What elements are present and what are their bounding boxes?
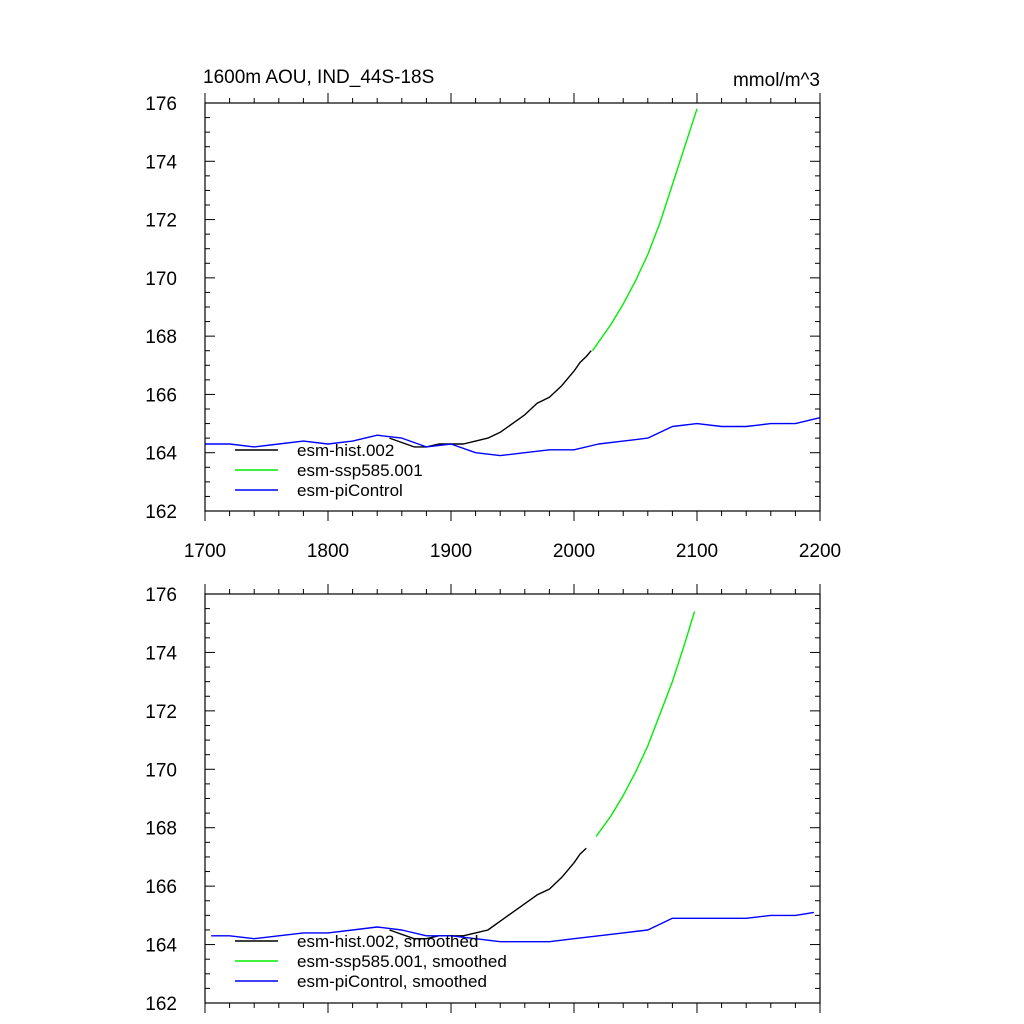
top-panel-y-tick-labels: 162 164 166 168 170 172 174 176	[145, 94, 177, 523]
x-tick-label: 1700	[184, 541, 226, 562]
bottom-panel: 162 164 166 168 170 172 174 176 esm-hist.002, s…	[145, 584, 821, 1015]
y-tick-label: 170	[145, 269, 177, 290]
legend-label-0: esm-hist.002, smoothed	[297, 932, 478, 951]
legend-label-1: esm-ssp585.001, smoothed	[297, 952, 507, 971]
bottom-panel-y-tick-labels: 162 164 166 168 170 172 174 176	[145, 585, 177, 1015]
y-tick-label: 176	[145, 94, 177, 115]
series-line-2	[211, 911, 815, 943]
y-tick-label: 162	[145, 502, 177, 523]
y-tick-label: 172	[145, 702, 177, 723]
legend-label-2: esm-piControl	[297, 481, 403, 500]
x-tick-label: 1800	[307, 541, 349, 562]
top-panel-title: 1600m AOU, IND_44S-18S	[203, 67, 434, 88]
top-panel-frame	[204, 102, 821, 512]
y-tick-label: 176	[145, 585, 177, 606]
series-line-0	[389, 350, 592, 448]
y-tick-label: 166	[145, 877, 177, 898]
top-panel: 1600m AOU, IND_44S-18S mmol/m^3 16216416…	[145, 67, 841, 562]
top-panel-x-tick-labels: 1700 1800 1900 2000 2100 2200	[184, 541, 841, 562]
x-tick-label: 2100	[676, 541, 718, 562]
y-tick-label: 162	[145, 994, 177, 1015]
y-tick-label: 164	[145, 444, 177, 465]
y-tick-label: 166	[145, 385, 177, 406]
x-tick-label: 2200	[799, 541, 841, 562]
y-tick-label: 174	[145, 643, 177, 664]
bottom-panel-ticks	[204, 584, 821, 1013]
series-line-0	[389, 847, 587, 940]
top-panel-ticks	[204, 93, 821, 521]
y-tick-label: 172	[145, 211, 177, 232]
top-panel-units: mmol/m^3	[733, 70, 820, 91]
y-tick-label: 164	[145, 936, 177, 957]
x-tick-label: 1900	[430, 541, 472, 562]
y-tick-label: 170	[145, 760, 177, 781]
bottom-panel-series	[211, 611, 815, 943]
legend-label-0: esm-hist.002	[297, 441, 394, 460]
y-tick-label: 168	[145, 819, 177, 840]
x-tick-label: 2000	[553, 541, 595, 562]
top-panel-series	[205, 108, 821, 457]
bottom-panel-frame	[204, 593, 821, 1004]
series-line-1	[595, 611, 696, 837]
series-line-2	[205, 417, 821, 457]
legend-label-2: esm-piControl, smoothed	[297, 972, 487, 991]
y-tick-label: 174	[145, 152, 177, 173]
legend-label-1: esm-ssp585.001	[297, 461, 423, 480]
series-line-1	[591, 108, 698, 352]
y-tick-label: 168	[145, 327, 177, 348]
